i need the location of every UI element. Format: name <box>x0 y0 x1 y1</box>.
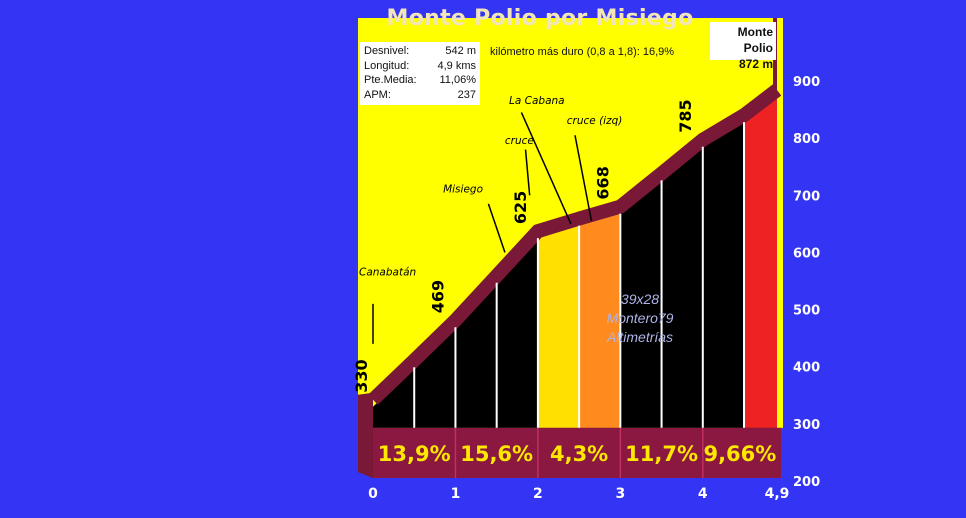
hardest-km-note: kilómetro más duro (0,8 a 1,8): 16,9% <box>490 46 675 58</box>
y-tick-label: 400 <box>793 361 820 376</box>
x-tick-label: 0 <box>368 486 378 502</box>
segment-gradient-label: 4,3% <box>550 442 608 466</box>
gradient-band <box>537 225 580 428</box>
summit-label-box: Monte Polio 872 m <box>710 22 776 71</box>
stat-label: APM: <box>364 88 391 101</box>
watermark-line: Altimetrías <box>606 329 674 345</box>
x-tick-label: 3 <box>615 486 625 502</box>
stat-value: 237 <box>457 88 476 101</box>
elevation-label: 469 <box>428 280 447 313</box>
base-band <box>371 427 781 478</box>
place-label: cruce (izq) <box>567 115 623 127</box>
watermark-line: 39x28 <box>620 291 660 307</box>
base-side <box>358 423 373 478</box>
watermark: 39x28 Montero79 Altimetrías <box>590 290 690 347</box>
segment-gradient-label: 15,6% <box>460 442 533 466</box>
place-label: Misiego <box>443 183 483 195</box>
stats-box: Desnivel: 542 m Longitud: 4,9 kms Pte.Me… <box>360 42 480 105</box>
chart-title: Monte Polio por Misiego <box>386 6 694 31</box>
place-label: cruce <box>505 135 534 147</box>
stat-row: Desnivel: 542 m <box>364 44 476 59</box>
stat-label: Pte.Media: <box>364 74 417 86</box>
stat-row: Pte.Media: 11,06% <box>364 73 476 88</box>
stat-value: 11,06% <box>439 74 477 86</box>
stat-value: 542 m <box>445 45 476 57</box>
stat-label: Longitud: <box>364 59 410 72</box>
x-tick-label: 2 <box>533 486 543 502</box>
elevation-label: 785 <box>676 99 695 132</box>
segment-gradient-label: 13,9% <box>378 442 451 466</box>
gradient-band <box>744 97 777 428</box>
y-tick-label: 900 <box>793 75 820 90</box>
watermark-line: Montero79 <box>606 310 674 326</box>
place-label: La Cabana <box>509 95 565 107</box>
x-tick-label: 4 <box>698 486 708 502</box>
profile-line <box>368 84 782 405</box>
y-tick-label: 200 <box>793 475 820 490</box>
summit-name: Monte Polio <box>737 25 773 55</box>
segment-gradient-label: 11,7% <box>625 442 698 466</box>
stat-label: Desnivel: <box>364 45 410 57</box>
elevation-label: 668 <box>593 166 612 199</box>
place-pointer <box>574 135 593 222</box>
place-pointer <box>487 203 506 253</box>
stat-value: 4,9 kms <box>437 59 476 72</box>
stat-row: APM: 237 <box>364 88 476 103</box>
place-label: Canabatán <box>359 266 416 278</box>
y-tick-label: 500 <box>793 304 820 319</box>
y-tick-label: 800 <box>793 132 820 147</box>
x-tick-label: 4,9 <box>765 486 790 502</box>
summit-altitude: 872 m <box>738 57 773 71</box>
y-tick-label: 600 <box>793 246 820 261</box>
y-tick-label: 300 <box>793 418 820 433</box>
elevation-label: 625 <box>511 191 530 224</box>
elevation-label: 330 <box>352 359 371 392</box>
stat-row: Longitud: 4,9 kms <box>364 59 476 74</box>
x-tick-label: 1 <box>451 486 461 502</box>
place-pointer <box>524 149 531 196</box>
segment-gradient-label: 9,66% <box>703 442 776 466</box>
place-pointer <box>520 112 572 225</box>
y-tick-label: 700 <box>793 189 820 204</box>
gradient-band <box>579 213 621 428</box>
